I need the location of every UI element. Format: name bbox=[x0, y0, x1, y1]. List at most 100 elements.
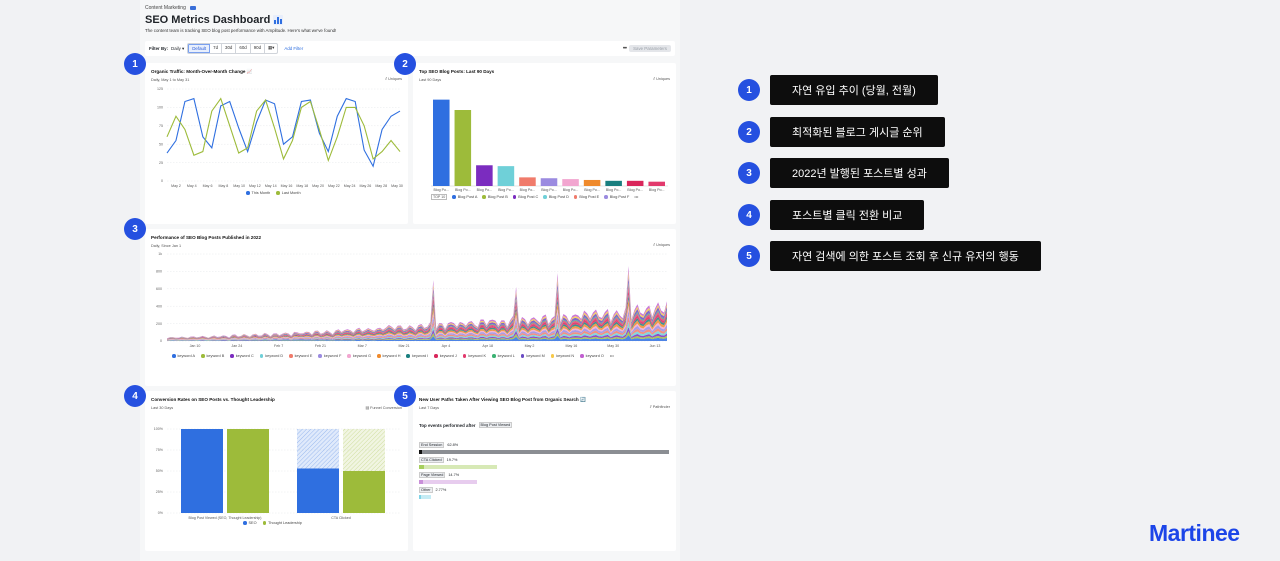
add-filter-button[interactable]: Add Filter bbox=[284, 46, 304, 51]
x-tick-label: Blog Po... bbox=[649, 188, 665, 192]
legend-item[interactable]: keyword G bbox=[347, 354, 371, 358]
funnel-icon: ▤ bbox=[365, 406, 370, 410]
bar bbox=[648, 181, 665, 186]
more-options-button[interactable]: ••• bbox=[622, 45, 627, 52]
range-30d[interactable]: 30d bbox=[222, 44, 237, 53]
folder-icon bbox=[189, 6, 196, 10]
breadcrumb[interactable]: Content Marketing bbox=[145, 5, 196, 11]
legend-swatch bbox=[543, 195, 547, 199]
event-row[interactable]: CTA Clicked 19.7% bbox=[419, 457, 457, 463]
panel-user-paths[interactable]: New User Paths Taken After Viewing SEO B… bbox=[413, 391, 676, 551]
filter-bar: Filter By: Daily ▾ Default 7d 30d 60d 90… bbox=[145, 41, 675, 56]
x-tick-label: CTA Clicked bbox=[331, 516, 351, 520]
legend-swatch bbox=[492, 354, 496, 358]
bar bbox=[626, 180, 644, 186]
legend-item[interactable]: keyword O bbox=[580, 354, 604, 358]
y-tick-label: 600 bbox=[156, 287, 162, 291]
pathfinder-icon: ⫽ bbox=[649, 405, 652, 409]
x-tick-label: May 2 bbox=[171, 184, 181, 188]
x-tick-label: Blog Po... bbox=[541, 188, 557, 192]
legend-swatch bbox=[580, 354, 584, 358]
x-tick-label: Apr 18 bbox=[482, 344, 493, 348]
event-chip[interactable]: Blog Post Viewed bbox=[478, 422, 513, 428]
conversion-bar bbox=[343, 471, 385, 513]
legend-item[interactable]: keyword F bbox=[318, 354, 341, 358]
save-parameters-button[interactable]: Save Parameters bbox=[629, 45, 671, 52]
legend-item[interactable]: This Month bbox=[246, 191, 270, 195]
legend-item[interactable]: Thought Leadership bbox=[262, 521, 302, 525]
legend-item[interactable]: Blog Post B bbox=[482, 195, 508, 199]
legend-item[interactable]: Last Month bbox=[276, 191, 301, 195]
panel-organic-traffic[interactable]: Organic Traffic: Month-Over-Month Change… bbox=[145, 63, 408, 224]
metric-icon: ⫽ bbox=[653, 243, 655, 247]
line-chart: 125 100 75 50 25 0 May 2 May 4 May 6 May 8 May 10 M… bbox=[157, 87, 403, 188]
panel-top-blog-posts[interactable]: Top SEO Blog Posts: Last 90 Days Last 90… bbox=[413, 63, 676, 224]
badge-1: 1 bbox=[124, 53, 146, 75]
legend-item[interactable]: Blog Post C bbox=[512, 195, 539, 199]
y-tick-label: 200 bbox=[156, 322, 162, 326]
breadcrumb-label[interactable]: Content Marketing bbox=[145, 5, 186, 11]
legend-item[interactable]: keyword B bbox=[201, 354, 224, 358]
legend-more-button[interactable]: ••• bbox=[609, 354, 614, 358]
legend-item[interactable]: keyword A bbox=[172, 354, 195, 358]
legend-label: keyword N bbox=[556, 354, 575, 358]
annotation-text: 자연 유입 추이 (당월, 전월) bbox=[770, 75, 938, 105]
top-10-tag[interactable]: TOP 10 bbox=[431, 194, 448, 200]
legend-item[interactable]: keyword E bbox=[289, 354, 312, 358]
interval-select[interactable]: Daily ▾ bbox=[171, 45, 185, 51]
x-tick-label: Jan 10 bbox=[190, 344, 201, 348]
series-line bbox=[166, 97, 401, 163]
legend-swatch bbox=[262, 521, 267, 525]
y-tick-label: 400 bbox=[156, 304, 162, 308]
legend-swatch bbox=[512, 195, 517, 199]
range-7d[interactable]: 7d bbox=[210, 44, 223, 53]
range-90d[interactable]: 90d bbox=[251, 44, 266, 53]
legend-label: keyword A bbox=[177, 354, 196, 358]
legend-item[interactable]: keyword D bbox=[259, 354, 283, 358]
series-area bbox=[167, 335, 667, 341]
legend-item[interactable]: Blog Post D bbox=[543, 195, 569, 199]
metric-icon: ⫽ bbox=[653, 77, 655, 81]
legend-item[interactable]: keyword M bbox=[520, 354, 545, 358]
uniques-label-text: Uniques bbox=[388, 77, 402, 81]
range-default[interactable]: Default bbox=[188, 44, 211, 53]
legend-item[interactable]: Blog Post A bbox=[452, 195, 477, 199]
x-tick-label: Blog Post Viewed (SEO, Thought Leadershi… bbox=[189, 516, 262, 520]
legend-label: keyword H bbox=[382, 354, 401, 358]
legend-item[interactable]: keyword H bbox=[377, 354, 400, 358]
event-row[interactable]: Other 2.77% bbox=[419, 487, 446, 493]
legend-item[interactable]: keyword K bbox=[462, 354, 486, 358]
panel-conversion-rates[interactable]: Conversion Rates on SEO Posts vs. Though… bbox=[145, 391, 408, 551]
legend-swatch bbox=[289, 354, 293, 358]
legend-item[interactable]: SEO bbox=[243, 521, 257, 525]
x-tick-label: May 20 bbox=[312, 184, 324, 188]
panel-keyword-performance[interactable]: Performance of SEO Blog Posts Published … bbox=[145, 229, 676, 386]
legend-item[interactable]: Blog Post F bbox=[604, 195, 629, 199]
legend-item[interactable]: keyword I bbox=[406, 354, 428, 358]
events-title-text: Top events performed after bbox=[419, 422, 476, 428]
event-row[interactable]: End Session 62.8% bbox=[419, 442, 458, 448]
legend-swatch bbox=[347, 354, 351, 358]
x-tick-label: May 26 bbox=[360, 184, 372, 188]
event-row[interactable]: Page Viewed 14.7% bbox=[419, 472, 459, 478]
legend-item[interactable]: keyword N bbox=[550, 354, 575, 358]
calendar-icon[interactable]: ▦▾ bbox=[268, 45, 275, 50]
conversion-bar bbox=[297, 468, 339, 513]
range-60d[interactable]: 60d bbox=[236, 44, 251, 53]
x-tick-label: May 18 bbox=[296, 184, 308, 188]
series-area bbox=[167, 305, 667, 340]
legend-label: Blog Post C bbox=[518, 195, 539, 199]
bar bbox=[519, 177, 536, 186]
legend-item[interactable]: keyword L bbox=[492, 354, 515, 358]
legend-swatch bbox=[230, 354, 234, 358]
legend-item[interactable]: keyword J bbox=[434, 354, 457, 358]
legend-more-button[interactable]: ••• bbox=[634, 195, 639, 199]
date-range-selector: Default 7d 30d 60d 90d ▦▾ bbox=[187, 43, 279, 54]
legend-item[interactable]: keyword C bbox=[230, 354, 254, 358]
events-title: Top events performed after Blog Post Vie… bbox=[419, 422, 513, 428]
chart-icon: 📈 bbox=[246, 69, 253, 74]
legend-item[interactable]: Blog Post E bbox=[573, 195, 599, 199]
event-bar-track bbox=[419, 480, 477, 484]
y-tick-label: 0 bbox=[160, 339, 162, 343]
annotation-badge: 1 bbox=[738, 79, 760, 101]
